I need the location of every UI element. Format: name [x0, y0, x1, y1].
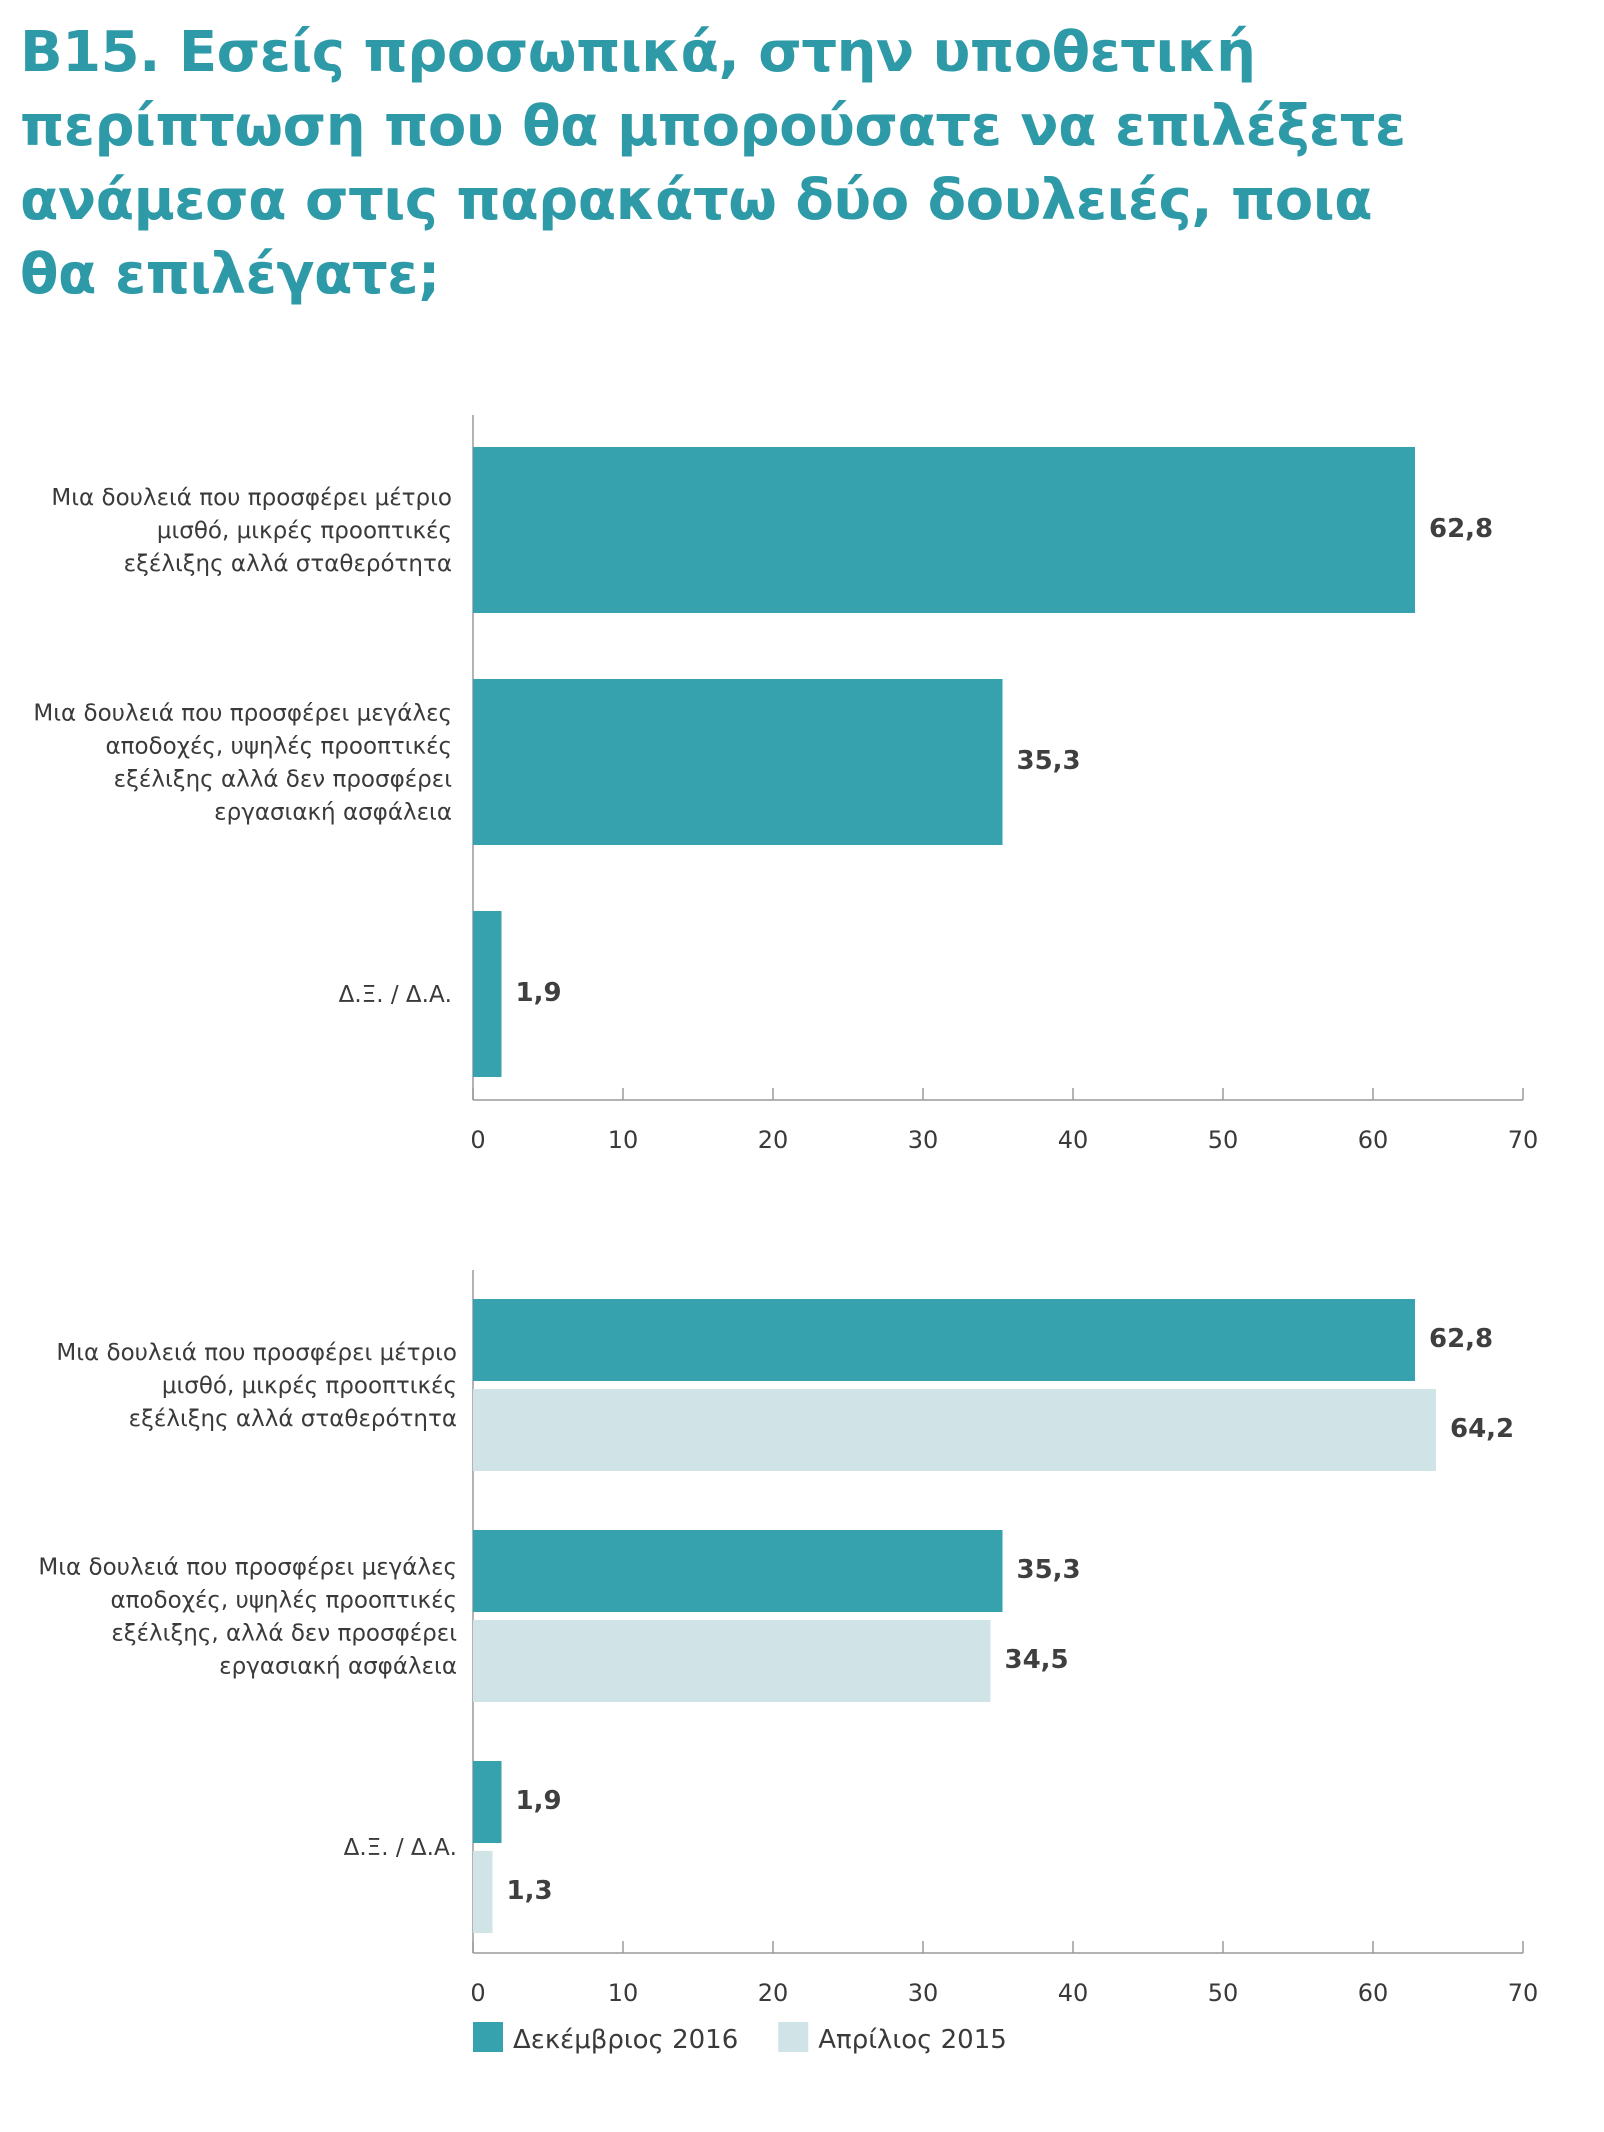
x-tick-label: 20: [758, 1126, 789, 1154]
bar: [473, 447, 1415, 613]
data-label: 35,3: [1017, 1555, 1081, 1585]
category-label: αποδοχές, υψηλές προοπτικές: [110, 1588, 457, 1614]
bar: [473, 1299, 1415, 1381]
category-label: εξέλιξης αλλά σταθερότητα: [124, 551, 452, 577]
x-tick-label: 60: [1358, 1126, 1389, 1154]
x-tick-label: 10: [608, 1126, 639, 1154]
page-title: B15. Εσείς προσωπικά, στην υποθετική περ…: [20, 20, 1406, 307]
legend-label: Απρίλιος 2015: [818, 2025, 1007, 2055]
bar: [473, 1851, 493, 1933]
category-label: εξέλιξης αλλά δεν προσφέρει: [114, 767, 452, 793]
data-label: 1,9: [516, 1786, 562, 1816]
x-tick-label: 40: [1058, 1126, 1089, 1154]
x-tick-label: 0: [470, 1126, 485, 1154]
bar: [473, 1761, 502, 1843]
data-label: 35,3: [1017, 746, 1081, 776]
category-label: Δ.Ξ. / Δ.Α.: [339, 982, 452, 1008]
data-label: 1,9: [516, 978, 562, 1008]
category-label: Δ.Ξ. / Δ.Α.: [344, 1835, 457, 1861]
data-label: 34,5: [1005, 1645, 1069, 1675]
bar: [473, 1620, 991, 1702]
category-label: Μια δουλειά που προσφέρει μέτριο: [51, 485, 452, 511]
data-label: 62,8: [1429, 514, 1493, 544]
x-tick-label: 30: [908, 1979, 939, 2007]
x-tick-label: 30: [908, 1126, 939, 1154]
category-label: αποδοχές, υψηλές προοπτικές: [105, 734, 452, 760]
category-label: εξέλιξης, αλλά δεν προσφέρει: [111, 1621, 457, 1647]
category-label: Μια δουλειά που προσφέρει μεγάλες: [33, 701, 452, 727]
x-tick-label: 70: [1508, 1979, 1539, 2007]
category-label: Μια δουλειά που προσφέρει μέτριο: [56, 1340, 457, 1366]
x-tick-label: 50: [1208, 1126, 1239, 1154]
x-tick-label: 60: [1358, 1979, 1389, 2007]
category-label: Μια δουλειά που προσφέρει μεγάλες: [38, 1555, 457, 1581]
category-label: εξέλιξης αλλά σταθερότητα: [129, 1406, 457, 1432]
category-label: εργασιακή ασφάλεια: [219, 1654, 457, 1680]
x-tick-label: 50: [1208, 1979, 1239, 2007]
bar: [473, 911, 502, 1077]
x-tick-label: 20: [758, 1979, 789, 2007]
legend-label: Δεκέμβριος 2016: [513, 2025, 738, 2055]
data-label: 64,2: [1450, 1414, 1514, 1444]
legend-swatch: [778, 2022, 809, 2052]
data-label: 62,8: [1429, 1324, 1493, 1354]
bar: [473, 1389, 1436, 1471]
category-label: μισθό, μικρές προοπτικές: [157, 518, 452, 544]
category-label: εργασιακή ασφάλεια: [214, 800, 452, 826]
legend-swatch: [473, 2022, 503, 2052]
bar: [473, 679, 1003, 845]
bar-chart-december-2016: 0 10 20 30 40 50 60 70 Μια δουλειά που προσφέρει…: [33, 415, 1539, 1154]
data-label: 1,3: [507, 1876, 553, 1906]
x-tick-label: 10: [608, 1979, 639, 2007]
category-label: μισθό, μικρές προοπτικές: [162, 1373, 457, 1399]
bar: [473, 1530, 1003, 1612]
x-tick-label: 0: [470, 1979, 485, 2007]
x-tick-label: 70: [1508, 1126, 1539, 1154]
x-tick-label: 40: [1058, 1979, 1089, 2007]
